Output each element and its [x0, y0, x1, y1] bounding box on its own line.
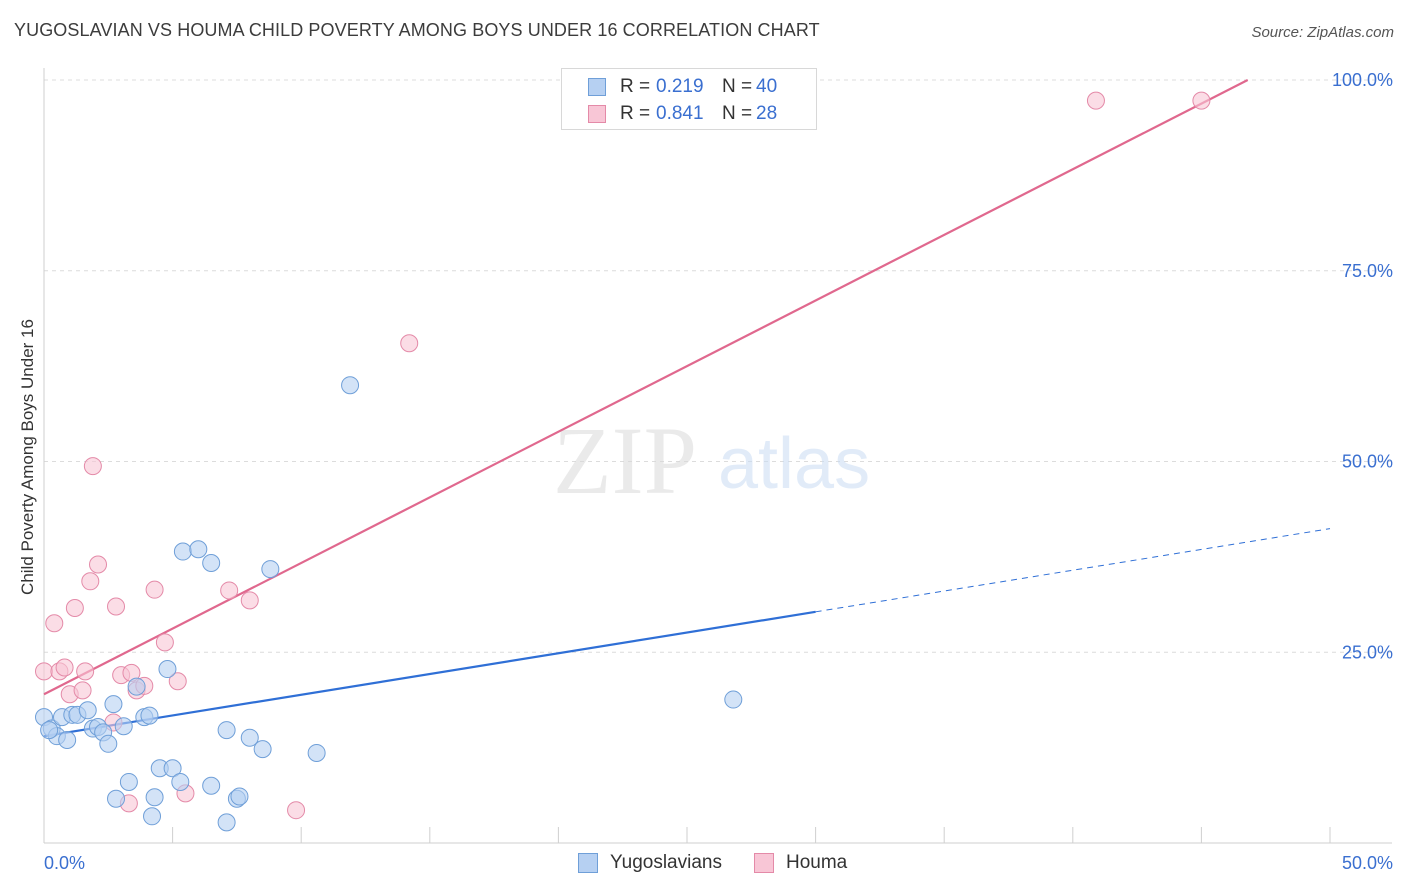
data-point-houma — [220, 581, 239, 600]
n-value: 28 — [756, 103, 778, 124]
data-point-yugoslavians — [163, 759, 182, 778]
watermark-atlas: atlas — [718, 424, 870, 504]
legend-label: Yugoslavians — [610, 852, 722, 873]
data-point-houma — [1086, 91, 1105, 110]
data-point-yugoslavians — [58, 730, 77, 749]
data-point-houma — [240, 591, 259, 610]
tick-labels: 25.0% 50.0% 75.0% 100.0% 0.0% 50.0% — [44, 70, 1393, 873]
chart-title: YUGOSLAVIAN VS HOUMA CHILD POVERTY AMONG… — [14, 20, 820, 40]
data-point-yugoslavians — [140, 706, 159, 725]
watermark: ZIP atlas — [553, 407, 870, 514]
y-tick-label: 75.0% — [1342, 261, 1393, 281]
data-point-houma — [35, 662, 53, 681]
data-point-yugoslavians — [158, 660, 177, 679]
grid-lines — [44, 79, 1392, 653]
data-point-yugoslavians — [189, 540, 208, 559]
trend-lines — [43, 79, 1331, 738]
blue-swatch-icon — [588, 78, 606, 96]
data-point-houma — [400, 334, 419, 353]
data-point-houma — [1192, 91, 1211, 110]
series-legend: Yugoslavians Houma — [578, 852, 879, 874]
data-point-yugoslavians — [240, 728, 259, 747]
n-label: N = — [722, 76, 753, 97]
data-point-yugoslavians — [107, 789, 126, 808]
data-points — [35, 91, 1211, 832]
data-point-yugoslavians — [78, 701, 97, 720]
data-point-yugoslavians — [99, 734, 118, 753]
r-value: 0.841 — [656, 103, 704, 124]
data-point-houma — [55, 658, 74, 677]
data-point-yugoslavians — [114, 717, 133, 736]
legend-item-houma[interactable]: Houma — [753, 852, 848, 874]
legend-row-houma: R = 0.841 N = 28 — [562, 100, 777, 128]
data-point-houma — [81, 572, 100, 591]
data-point-houma — [89, 555, 108, 574]
data-point-yugoslavians — [145, 788, 164, 807]
y-axis-label: Child Poverty Among Boys Under 16 — [18, 319, 37, 595]
data-point-houma — [45, 614, 64, 633]
data-point-yugoslavians — [119, 772, 138, 791]
data-point-yugoslavians — [173, 542, 192, 561]
trend-line-yugoslavians-extension — [815, 528, 1331, 613]
data-point-yugoslavians — [724, 690, 743, 709]
data-point-yugoslavians — [202, 553, 221, 572]
x-tick-label: 0.0% — [44, 853, 85, 873]
trend-line-houma — [43, 79, 1249, 696]
pink-swatch-icon — [753, 853, 774, 873]
data-point-houma — [76, 662, 95, 681]
legend-row-yugoslavians: R = 0.219 N = 40 — [562, 73, 777, 101]
data-point-yugoslavians — [104, 695, 123, 714]
data-point-yugoslavians — [261, 560, 280, 579]
data-point-yugoslavians — [253, 740, 272, 759]
data-point-yugoslavians — [230, 787, 249, 806]
data-point-yugoslavians — [127, 677, 146, 696]
y-tick-label: 100.0% — [1332, 70, 1393, 90]
n-value: 40 — [756, 76, 778, 97]
y-tick-label: 25.0% — [1342, 642, 1393, 662]
data-point-yugoslavians — [143, 807, 162, 826]
n-label: N = — [722, 103, 753, 124]
y-tick-label: 50.0% — [1342, 452, 1393, 472]
data-point-houma — [155, 633, 174, 652]
legend-label: Houma — [785, 852, 848, 873]
data-point-yugoslavians — [217, 721, 236, 740]
data-point-yugoslavians — [217, 813, 236, 832]
data-point-yugoslavians — [307, 743, 326, 762]
data-point-yugoslavians — [171, 772, 190, 791]
data-point-houma — [65, 598, 84, 617]
source-label: Source: ZipAtlas.com — [1251, 24, 1394, 41]
data-point-houma — [145, 580, 164, 599]
data-point-yugoslavians — [341, 376, 360, 395]
data-point-houma — [107, 597, 126, 616]
legend-item-yugoslavians[interactable]: Yugoslavians — [578, 852, 722, 874]
trend-line-yugoslavians — [43, 610, 816, 738]
data-point-houma — [73, 681, 92, 700]
data-point-houma — [287, 801, 306, 820]
blue-swatch-icon — [578, 853, 598, 873]
r-label: R = — [620, 103, 651, 124]
watermark-zip: ZIP — [553, 407, 697, 514]
data-point-houma — [168, 672, 187, 691]
data-point-houma — [83, 457, 102, 476]
correlation-legend: R = 0.219 N = 40 R = 0.841 N = 28 — [561, 68, 817, 130]
r-label: R = — [620, 76, 651, 97]
data-point-yugoslavians — [202, 776, 221, 795]
data-point-yugoslavians — [40, 721, 59, 740]
r-value: 0.219 — [656, 76, 704, 97]
pink-swatch-icon — [588, 105, 606, 123]
x-tick-label: 50.0% — [1342, 853, 1393, 873]
